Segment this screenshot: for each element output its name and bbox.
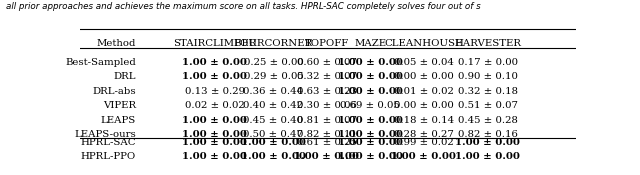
Text: 0.18 ± 0.14: 0.18 ± 0.14 <box>394 116 454 125</box>
Text: TOPOFF: TOPOFF <box>305 39 349 48</box>
Text: HARVESTER: HARVESTER <box>454 39 521 48</box>
Text: 0.40 ± 0.42: 0.40 ± 0.42 <box>243 101 303 110</box>
Text: 0.51 ± 0.07: 0.51 ± 0.07 <box>458 101 518 110</box>
Text: 1.00 ± 0.00: 1.00 ± 0.00 <box>391 152 456 161</box>
Text: DRL: DRL <box>113 72 136 81</box>
Text: 0.25 ± 0.00: 0.25 ± 0.00 <box>244 58 303 67</box>
Text: 0.00 ± 0.00: 0.00 ± 0.00 <box>394 72 454 81</box>
Text: HPRL-SAC: HPRL-SAC <box>81 138 136 147</box>
Text: LEAPS-ours: LEAPS-ours <box>74 130 136 139</box>
Text: 1.00 ± 0.00: 1.00 ± 0.00 <box>182 116 247 125</box>
Text: 0.60 ± 0.07: 0.60 ± 0.07 <box>296 58 356 67</box>
Text: DRL-abs: DRL-abs <box>92 87 136 96</box>
Text: 0.01 ± 0.02: 0.01 ± 0.02 <box>394 87 454 96</box>
Text: 0.45 ± 0.40: 0.45 ± 0.40 <box>243 116 303 125</box>
Text: CLEANHOUSE: CLEANHOUSE <box>385 39 463 48</box>
Text: Method: Method <box>97 39 136 48</box>
Text: 1.00 ± 0.00: 1.00 ± 0.00 <box>182 58 247 67</box>
Text: 1.00 ± 0.00: 1.00 ± 0.00 <box>338 130 403 139</box>
Text: 1.00 ± 0.00: 1.00 ± 0.00 <box>294 152 359 161</box>
Text: MAZE: MAZE <box>354 39 386 48</box>
Text: 1.00 ± 0.00: 1.00 ± 0.00 <box>338 72 403 81</box>
Text: 0.45 ± 0.28: 0.45 ± 0.28 <box>458 116 518 125</box>
Text: 1.00 ± 0.00: 1.00 ± 0.00 <box>338 152 403 161</box>
Text: 0.29 ± 0.05: 0.29 ± 0.05 <box>244 72 303 81</box>
Text: 0.13 ± 0.29: 0.13 ± 0.29 <box>185 87 245 96</box>
Text: 0.99 ± 0.02: 0.99 ± 0.02 <box>394 138 454 147</box>
Text: 0.05 ± 0.04: 0.05 ± 0.04 <box>394 58 454 67</box>
Text: HPRL-PPO: HPRL-PPO <box>81 152 136 161</box>
Text: LEAPS: LEAPS <box>100 116 136 125</box>
Text: 0.28 ± 0.27: 0.28 ± 0.27 <box>394 130 454 139</box>
Text: 1.00 ± 0.00: 1.00 ± 0.00 <box>241 152 306 161</box>
Text: 0.17 ± 0.00: 0.17 ± 0.00 <box>458 58 518 67</box>
Text: 1.00 ± 0.00: 1.00 ± 0.00 <box>182 138 247 147</box>
Text: STAIRCLIMBER: STAIRCLIMBER <box>173 39 257 48</box>
Text: 0.00 ± 0.00: 0.00 ± 0.00 <box>394 101 454 110</box>
Text: 0.61 ± 0.25: 0.61 ± 0.25 <box>296 138 356 147</box>
Text: all prior approaches and achieves the maximum score on all tasks. HPRL-SAC compl: all prior approaches and achieves the ma… <box>6 2 481 11</box>
Text: 0.32 ± 0.07: 0.32 ± 0.07 <box>296 72 356 81</box>
Text: 1.00 ± 0.00: 1.00 ± 0.00 <box>182 152 247 161</box>
Text: 0.30 ± 0.06: 0.30 ± 0.06 <box>296 101 356 110</box>
Text: 1.00 ± 0.00: 1.00 ± 0.00 <box>338 87 403 96</box>
Text: FOURCORNER: FOURCORNER <box>234 39 313 48</box>
Text: 1.00 ± 0.00: 1.00 ± 0.00 <box>338 138 403 147</box>
Text: 1.00 ± 0.00: 1.00 ± 0.00 <box>338 116 403 125</box>
Text: 0.82 ± 0.16: 0.82 ± 0.16 <box>458 130 518 139</box>
Text: 0.81 ± 0.07: 0.81 ± 0.07 <box>296 116 356 125</box>
Text: Best-Sampled: Best-Sampled <box>65 58 136 67</box>
Text: 1.00 ± 0.00: 1.00 ± 0.00 <box>182 130 247 139</box>
Text: 0.02 ± 0.02: 0.02 ± 0.02 <box>185 101 244 110</box>
Text: 0.90 ± 0.10: 0.90 ± 0.10 <box>458 72 518 81</box>
Text: VIPER: VIPER <box>103 101 136 110</box>
Text: 0.50 ± 0.47: 0.50 ± 0.47 <box>243 130 303 139</box>
Text: 0.69 ± 0.05: 0.69 ± 0.05 <box>340 101 400 110</box>
Text: 1.00 ± 0.00: 1.00 ± 0.00 <box>182 72 247 81</box>
Text: 1.00 ± 0.00: 1.00 ± 0.00 <box>241 138 306 147</box>
Text: 0.82 ± 0.11: 0.82 ± 0.11 <box>296 130 356 139</box>
Text: 1.00 ± 0.00: 1.00 ± 0.00 <box>455 138 520 147</box>
Text: 1.00 ± 0.00: 1.00 ± 0.00 <box>338 58 403 67</box>
Text: 0.36 ± 0.44: 0.36 ± 0.44 <box>243 87 303 96</box>
Text: 0.32 ± 0.18: 0.32 ± 0.18 <box>458 87 518 96</box>
Text: 0.63 ± 0.23: 0.63 ± 0.23 <box>296 87 356 96</box>
Text: 1.00 ± 0.00: 1.00 ± 0.00 <box>455 152 520 161</box>
